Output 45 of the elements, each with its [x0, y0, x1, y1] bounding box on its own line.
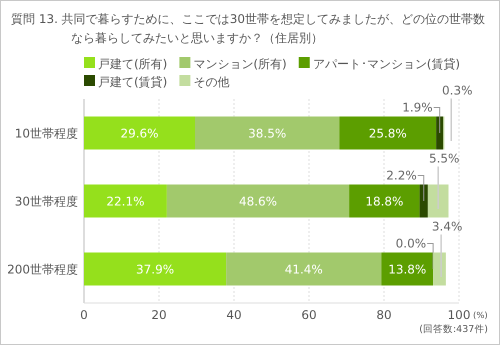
data-label: 1.9% — [402, 100, 433, 114]
data-label: 29.6% — [120, 126, 159, 140]
data-label: 13.8% — [388, 262, 426, 276]
data-label: 2.2% — [386, 168, 417, 182]
bar — [84, 184, 167, 218]
data-label: 5.5% — [428, 152, 460, 166]
x-tick-label: 20 — [151, 308, 167, 322]
x-tick-label: 80 — [376, 308, 392, 322]
x-tick-label: 0 — [80, 308, 88, 322]
bar — [166, 184, 350, 218]
bar — [226, 252, 382, 286]
bar — [84, 116, 195, 150]
legend-label: アパート･マンション(賃貸) — [312, 57, 460, 71]
bar — [84, 252, 226, 286]
bar — [433, 252, 446, 286]
legend-label: 戸建て(所有) — [98, 57, 168, 71]
data-label: 48.6% — [238, 194, 278, 208]
legend-label: その他 — [193, 75, 230, 89]
bar — [195, 116, 340, 150]
y-tick-label: 10世帯程度 — [14, 126, 78, 140]
chart-title: 質問 13. 共同で暮らすために、ここでは30世帯を想定してみましたが、どの位の世帯数なら暮らしてみたいと思いますか？（住居別） — [11, 11, 486, 47]
legend-label: 戸建て(賃貸) — [98, 75, 168, 89]
data-label: 18.8% — [365, 194, 404, 208]
x-tick-label: 40 — [226, 308, 242, 322]
bar — [428, 184, 448, 218]
bar — [436, 116, 444, 150]
x-axis-title: (%) — [473, 311, 488, 321]
y-tick-label: 200世帯程度 — [7, 262, 78, 276]
data-label: 3.4% — [432, 220, 462, 234]
data-label: 0.0% — [396, 236, 426, 250]
data-label: 0.3% — [442, 84, 472, 98]
data-label: 25.8% — [368, 126, 407, 140]
bar — [420, 184, 428, 218]
bar — [349, 184, 420, 218]
data-label: 22.1% — [106, 194, 144, 208]
data-label: 37.9% — [136, 262, 174, 276]
text: (回答数:437件) — [419, 323, 488, 335]
bar — [381, 252, 434, 286]
data-label: 38.5% — [248, 126, 286, 140]
legend-label: マンション(所有) — [193, 57, 287, 71]
data-label: 41.4% — [284, 262, 323, 276]
x-tick-label: 60 — [301, 308, 317, 322]
x-tick-label: 100 — [448, 308, 470, 322]
y-tick-label: 30世帯程度 — [14, 194, 78, 208]
bar — [339, 116, 436, 150]
